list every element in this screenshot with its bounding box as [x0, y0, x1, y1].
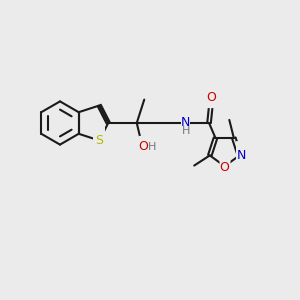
Text: H: H — [148, 142, 156, 152]
Text: O: O — [206, 91, 216, 104]
Text: N: N — [181, 116, 190, 130]
Text: N: N — [236, 149, 246, 162]
Text: S: S — [95, 134, 103, 147]
Text: O: O — [220, 161, 230, 174]
Text: O: O — [139, 140, 148, 154]
Text: H: H — [182, 126, 190, 136]
